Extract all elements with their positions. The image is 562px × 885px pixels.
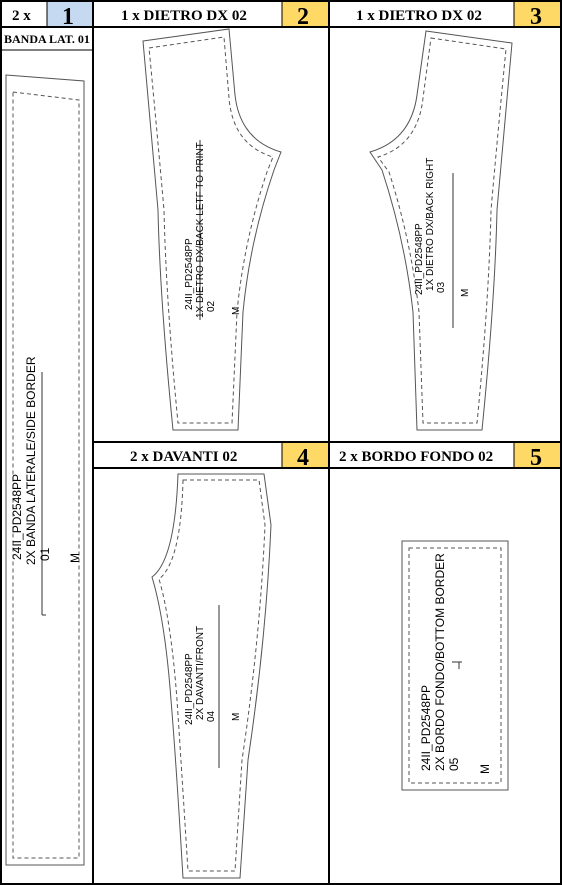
cell-5-number: 5 [530,445,542,471]
piece-4-label-code: 24II_PD2548PP [184,653,195,725]
piece-5-label-code: 24II_PD2548PP [419,685,433,771]
piece-5-bottom-border: 24II_PD2548PP 2X BORDO FONDO/BOTTOM BORD… [401,540,509,791]
piece-5-label-desc: 2X BORDO FONDO/BOTTOM BORDER [433,553,447,771]
cell-2-number: 2 [297,4,309,30]
piece-4-label-desc: 2X DAVANTI/FRONT [195,626,206,720]
piece-2-label-code: 24II_PD2548PP [184,238,195,310]
cell-3-number: 3 [530,4,542,30]
cell-1-number: 1 [62,4,74,30]
cell-4-number: 4 [297,445,309,471]
cell-5-title: 2 x BORDO FONDO 02 [339,449,493,465]
piece-1-label-desc: 2X BANDA LATERALE/SIDE BORDER [24,356,38,565]
piece-2-label-desc: 1X DIETRO DX/BACK LETF TO PRINT [195,142,206,318]
cell-3-title: 1 x DIETRO DX 02 [356,8,482,24]
badge-4 [282,443,328,468]
badge-5 [514,443,560,468]
piece-2-back-left: 24II_PD2548PP 1X DIETRO DX/BACK LETF TO … [142,28,282,431]
piece-4-label-num: 04 [206,710,217,722]
piece-1-label-code: 24II_PD2548PP [10,474,24,560]
piece-5-label-num: 05 [447,757,461,771]
piece-1-side-border: 24II_PD2548PP 2X BANDA LATERALE/SIDE BOR… [5,74,85,866]
piece-3-back-right: 24II_PD2548PP 1X DIETRO DX/BACK RIGHT 03… [369,30,513,431]
piece-3-label-desc: 1X DIETRO DX/BACK RIGHT [425,158,436,291]
piece-4-front: 24II_PD2548PP 2X DAVANTI/FRONT 04 M [151,473,272,879]
cell-2-title: 1 x DIETRO DX 02 [121,8,247,24]
badge-2 [282,2,328,27]
cell-1-subtitle: BANDA LAT. 01 [4,32,90,46]
piece-1-label-size: M [68,553,82,563]
badge-3 [514,2,560,27]
cell-4-title: 2 x DAVANTI 02 [130,449,237,465]
piece-1-label-num: 01 [38,547,52,561]
piece-2-label-num: 02 [206,300,217,312]
piece-3-label-num: 03 [436,281,447,293]
cell-1-qty: 2 x [12,8,31,24]
piece-5-label-size: M [478,764,492,774]
piece-3-label-size: M [460,289,471,297]
piece-3-label-code: 24II_PD2548PP [414,223,425,295]
badge-1 [47,2,92,27]
piece-4-label-size: M [231,713,242,721]
piece-2-label-size: M [231,307,242,315]
